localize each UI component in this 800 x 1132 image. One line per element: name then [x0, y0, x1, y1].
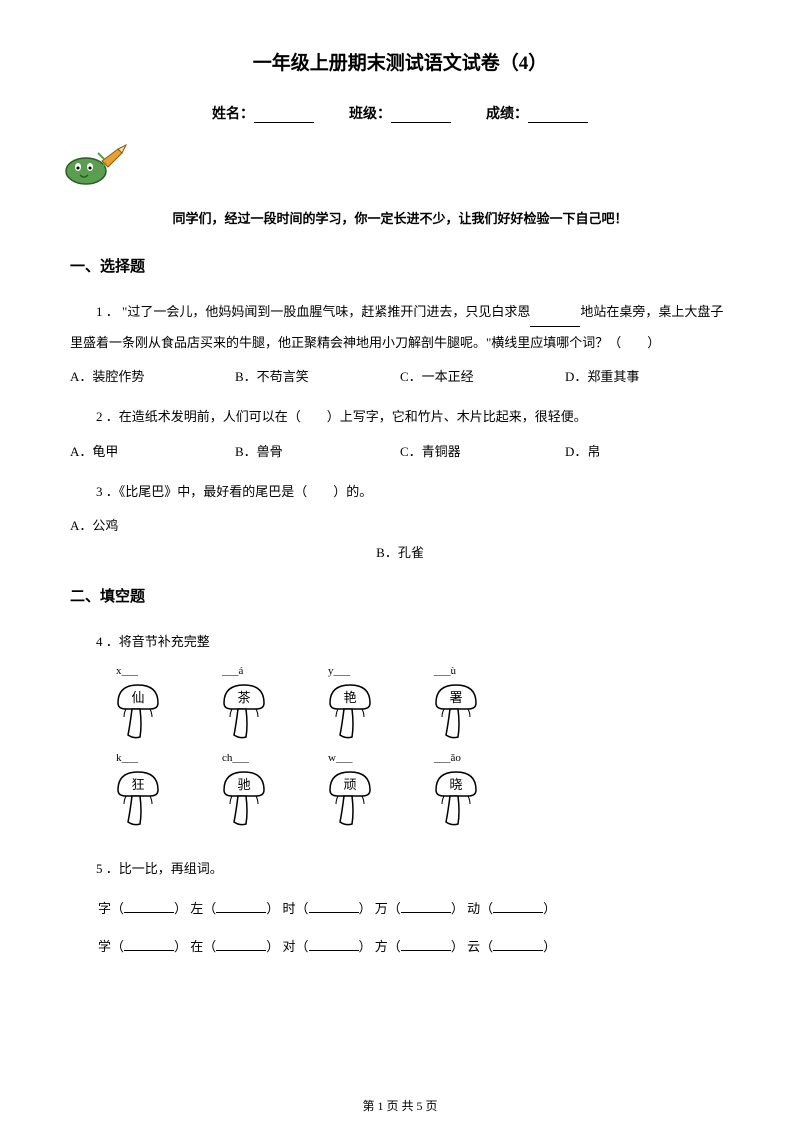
svg-text:驰: 驰: [237, 777, 250, 792]
student-info-line: 姓名： 班级： 成绩：: [70, 103, 730, 123]
q2-opt-a[interactable]: A．龟甲: [70, 441, 235, 460]
class-blank[interactable]: [391, 107, 451, 123]
word-blank[interactable]: [216, 899, 266, 913]
page-footer: 第 1 页 共 5 页: [0, 1097, 800, 1114]
q1-options: A．装腔作势 B．不苟言笑 C．一本正经 D．郑重其事: [70, 366, 730, 385]
word-blank[interactable]: [309, 899, 359, 913]
q1-opt-a[interactable]: A．装腔作势: [70, 366, 235, 385]
pinyin-label[interactable]: w___: [322, 752, 378, 764]
q2-options: A．龟甲 B．兽骨 C．青铜器 D．帛: [70, 441, 730, 460]
question-2: 2 ．在造纸术发明前，人们可以在（ ）上写字，它和竹片、木片比起来，很轻便。: [70, 401, 730, 432]
pinyin-label[interactable]: y___: [322, 665, 378, 677]
q1-opt-c[interactable]: C．一本正经: [400, 366, 565, 385]
svg-text:茶: 茶: [237, 690, 250, 705]
svg-text:晓: 晓: [449, 777, 462, 792]
mushroom-grid: x___ 仙 ___á 茶 y___ 艳 ___ù 署 k___ 狂 ch___ 驰 w___ 顽 ___…: [110, 665, 730, 833]
q1-opt-d[interactable]: D．郑重其事: [565, 366, 730, 385]
name-blank[interactable]: [254, 107, 314, 123]
svg-text:艳: 艳: [343, 690, 356, 705]
word-blank[interactable]: [124, 899, 174, 913]
q5-line-1: 字（） 左（） 时（） 万（） 动（）: [98, 892, 730, 926]
mushroom-item: x___ 仙: [110, 665, 166, 746]
pinyin-label[interactable]: ___ù: [428, 665, 484, 677]
question-1: 1 ． "过了一会儿，他妈妈闻到一股血腥气味，赶紧推开门进去，只见白求恩地站在桌…: [70, 296, 730, 358]
svg-text:署: 署: [449, 690, 462, 705]
mushroom-item: ___ù 署: [428, 665, 484, 746]
section-2-header: 二、填空题: [70, 585, 730, 606]
word-blank[interactable]: [493, 899, 543, 913]
intro-text: 同学们，经过一段时间的学习，你一定长进不少，让我们好好检验一下自己吧！: [70, 208, 730, 227]
q3-opt-a[interactable]: A．公鸡: [70, 515, 730, 534]
pinyin-label[interactable]: ch___: [216, 752, 272, 764]
mushroom-item: k___ 狂: [110, 752, 166, 833]
exam-title: 一年级上册期末测试语文试卷（4）: [70, 48, 730, 75]
pencil-icon: [60, 141, 730, 196]
mushroom-item: ___á 茶: [216, 665, 272, 746]
question-3: 3 ．《比尾巴》中，最好看的尾巴是（ ）的。: [70, 476, 730, 507]
word-blank[interactable]: [216, 937, 266, 951]
score-label: 成绩：: [486, 107, 528, 122]
svg-text:狂: 狂: [131, 777, 144, 792]
q2-opt-c[interactable]: C．青铜器: [400, 441, 565, 460]
pinyin-label[interactable]: ___ǎo: [428, 752, 484, 764]
q1-opt-b[interactable]: B．不苟言笑: [235, 366, 400, 385]
q2-opt-b[interactable]: B．兽骨: [235, 441, 400, 460]
class-label: 班级：: [349, 107, 391, 122]
q3-opt-b[interactable]: B．孔雀: [70, 542, 730, 561]
score-blank[interactable]: [528, 107, 588, 123]
svg-text:顽: 顽: [343, 777, 356, 792]
mushroom-item: w___ 顽: [322, 752, 378, 833]
word-blank[interactable]: [401, 899, 451, 913]
pinyin-label[interactable]: x___: [110, 665, 166, 677]
mushroom-item: y___ 艳: [322, 665, 378, 746]
pinyin-label[interactable]: k___: [110, 752, 166, 764]
mushroom-item: ch___ 驰: [216, 752, 272, 833]
word-blank[interactable]: [124, 937, 174, 951]
name-label: 姓名：: [212, 107, 254, 122]
mushroom-item: ___ǎo 晓: [428, 752, 484, 833]
question-5: 5 ．比一比，再组词。: [70, 853, 730, 884]
word-blank[interactable]: [493, 937, 543, 951]
word-blank[interactable]: [401, 937, 451, 951]
q2-opt-d[interactable]: D．帛: [565, 441, 730, 460]
question-4: 4 ．将音节补充完整: [70, 626, 730, 657]
section-1-header: 一、选择题: [70, 255, 730, 276]
svg-text:仙: 仙: [131, 690, 144, 705]
word-blank[interactable]: [309, 937, 359, 951]
q5-line-2: 学（） 在（） 对（） 方（） 云（）: [98, 930, 730, 964]
pinyin-label[interactable]: ___á: [216, 665, 272, 677]
